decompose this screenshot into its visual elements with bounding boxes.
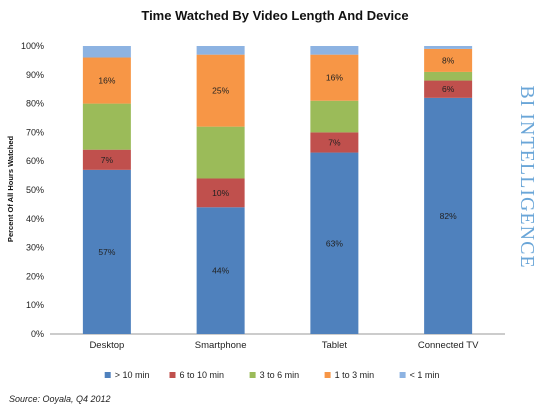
- legend-label: > 10 min: [115, 370, 150, 380]
- data-label: 16%: [98, 76, 115, 86]
- legend-swatch: [104, 372, 111, 378]
- data-label: 10%: [212, 188, 229, 198]
- legend-item: 3 to 6 min: [249, 370, 300, 380]
- bar-segment: [424, 80, 473, 98]
- data-label: 82%: [440, 211, 457, 221]
- legend-swatch: [399, 372, 406, 378]
- bar-segment: [424, 97, 473, 334]
- y-tick-label: 80%: [26, 99, 44, 109]
- y-tick-label: 10%: [26, 300, 44, 310]
- bar-segment: [196, 54, 245, 127]
- y-tick-label: 70%: [26, 127, 44, 137]
- y-axis-label: Percent Of All Hours Watched: [6, 136, 15, 243]
- y-tick-label: 60%: [26, 156, 44, 166]
- y-tick-label: 0%: [31, 329, 44, 339]
- legend-label: < 1 min: [410, 370, 440, 380]
- data-label: 7%: [101, 155, 114, 165]
- bar-segment: [424, 48, 473, 72]
- data-label: 7%: [328, 137, 341, 147]
- bar-segment: [82, 169, 131, 334]
- legend-label: 6 to 10 min: [180, 370, 225, 380]
- y-tick-label: 30%: [26, 243, 44, 253]
- bar-segment: [310, 54, 359, 101]
- bar-segment: [196, 207, 245, 334]
- legend-item: 6 to 10 min: [169, 370, 225, 380]
- legend-label: 3 to 6 min: [260, 370, 300, 380]
- bar-segment: [310, 100, 359, 133]
- legend-swatch: [324, 372, 331, 378]
- bar-segment: [310, 46, 359, 55]
- bar-segment: [310, 132, 359, 153]
- bar-stack: 63% 7% 16%: [310, 46, 359, 334]
- chart-title: Time Watched By Video Length And Device: [141, 8, 408, 23]
- data-label: 57%: [98, 247, 115, 257]
- bar-segment: [310, 152, 359, 334]
- data-label: 6%: [442, 84, 455, 94]
- bar-segment: [82, 103, 131, 150]
- data-label: 8%: [442, 55, 455, 65]
- y-tick-label: 50%: [26, 185, 44, 195]
- x-category-label: Connected TV: [418, 340, 479, 351]
- x-axis-categories: Desktop Smartphone Tablet Connected TV: [89, 340, 479, 351]
- bar-segment: [196, 178, 245, 208]
- data-label: 44%: [212, 266, 229, 276]
- legend-item: 1 to 3 min: [324, 370, 375, 380]
- y-tick-label: 40%: [26, 214, 44, 224]
- y-axis-ticks: 0% 10% 20% 30% 40% 50% 60% 70% 80% 90% 100%: [21, 41, 44, 339]
- source-note: Source: Ooyala, Q4 2012: [9, 394, 111, 404]
- bar-segment: [424, 46, 473, 49]
- bar-segment: [82, 46, 131, 58]
- x-category-label: Desktop: [89, 340, 124, 351]
- legend-swatch: [249, 372, 256, 378]
- bar-groups: 57% 7% 16% 44% 10% 25% 63% 7% 16% 82% 6% 8%: [82, 46, 473, 334]
- data-label: 63%: [326, 238, 343, 248]
- legend-swatch: [169, 372, 176, 378]
- bar-stack: 57% 7% 16%: [82, 46, 131, 334]
- x-category-label: Tablet: [322, 340, 348, 351]
- bar-stack: 82% 6% 8%: [424, 46, 473, 334]
- data-label: 25%: [212, 86, 229, 96]
- bar-segment: [82, 149, 131, 170]
- y-tick-label: 90%: [26, 70, 44, 80]
- data-label: 16%: [326, 73, 343, 83]
- bi-intelligence-watermark: BI INTELLIGENCE: [516, 85, 538, 268]
- y-tick-label: 20%: [26, 271, 44, 281]
- x-category-label: Smartphone: [195, 340, 247, 351]
- legend-item: > 10 min: [104, 370, 150, 380]
- bar-segment: [196, 46, 245, 55]
- bar-segment: [196, 126, 245, 179]
- legend-label: 1 to 3 min: [335, 370, 375, 380]
- legend-item: < 1 min: [399, 370, 440, 380]
- y-tick-label: 100%: [21, 41, 44, 51]
- bar-segment: [82, 57, 131, 104]
- bar-stack: 44% 10% 25%: [196, 46, 245, 334]
- legend: > 10 min 6 to 10 min 3 to 6 min 1 to 3 min <…: [104, 370, 440, 380]
- bar-segment: [424, 71, 473, 81]
